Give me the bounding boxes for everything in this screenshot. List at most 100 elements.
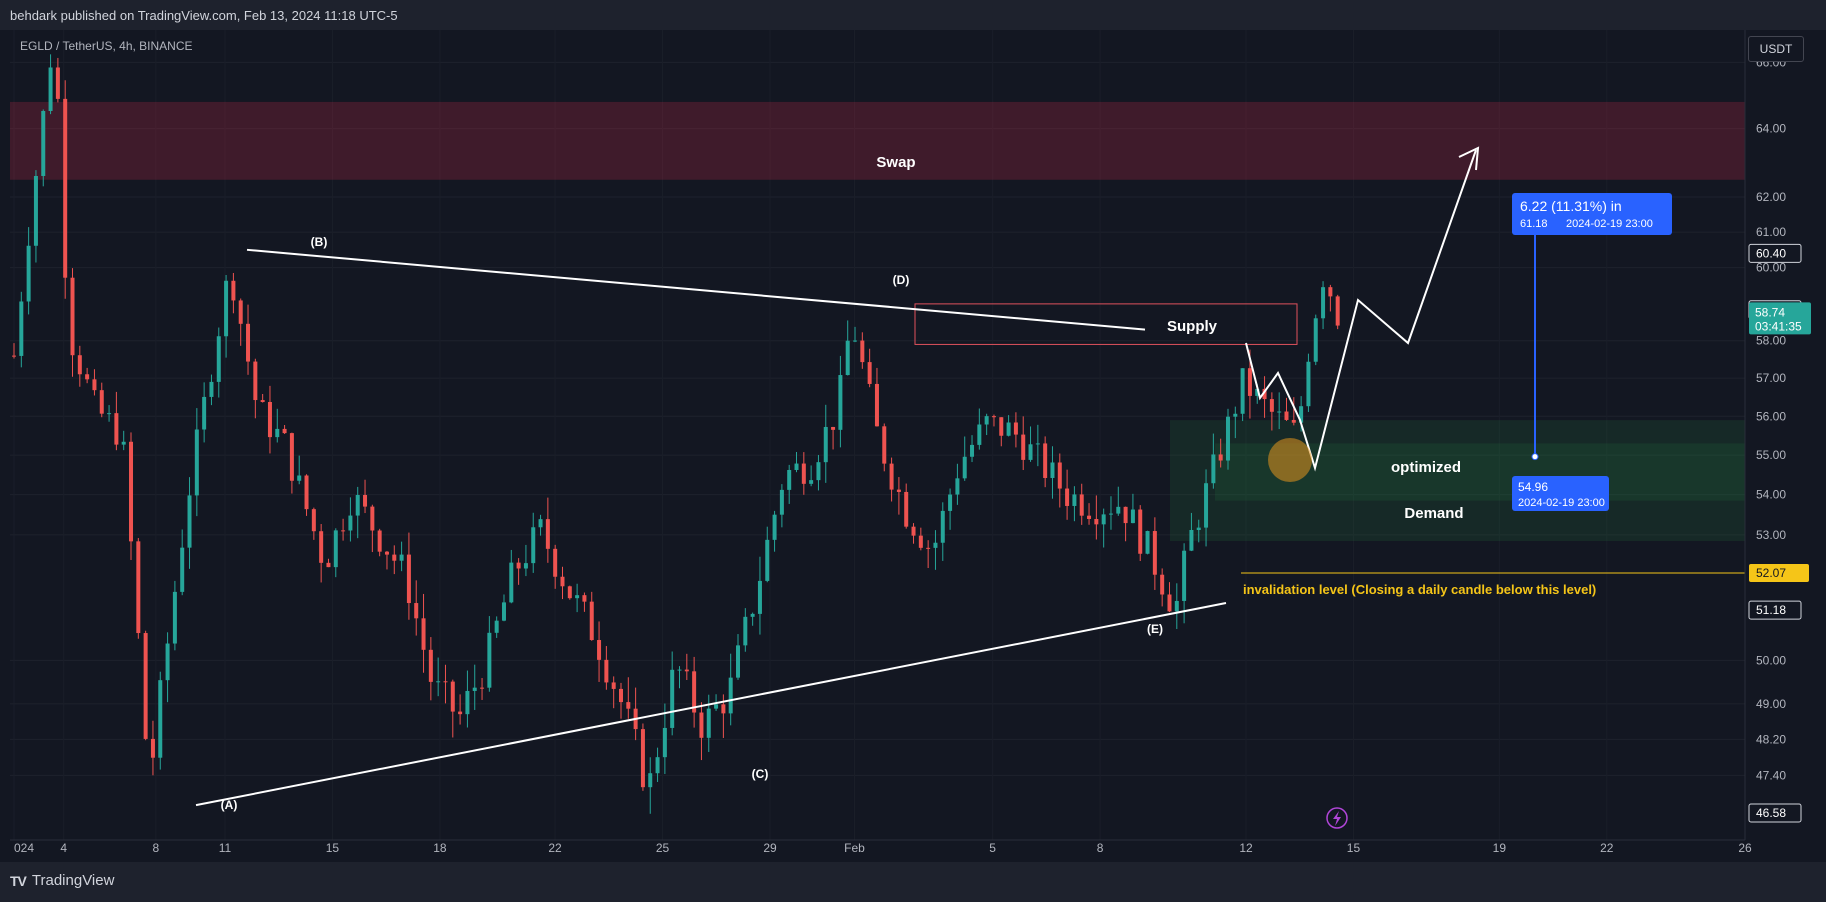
wave-label: (B) bbox=[311, 235, 328, 249]
candle-body bbox=[1306, 361, 1311, 407]
candle-body bbox=[107, 413, 112, 415]
candle-body bbox=[1240, 368, 1245, 414]
projection-arrowhead bbox=[1458, 146, 1480, 171]
zone-demand bbox=[1170, 420, 1745, 541]
footer-bar: TV TradingView bbox=[0, 862, 1826, 902]
candle-body bbox=[1152, 531, 1157, 575]
candle-body bbox=[962, 456, 967, 479]
candle-body bbox=[1138, 509, 1143, 554]
candle-body bbox=[246, 323, 251, 362]
x-tick-label: 26 bbox=[1738, 841, 1752, 855]
candle-body bbox=[1072, 494, 1077, 506]
candle-body bbox=[1123, 506, 1128, 524]
candle-body bbox=[92, 379, 97, 391]
countdown-timer: 03:41:35 bbox=[1755, 319, 1802, 333]
candle-body bbox=[706, 708, 711, 738]
candle-body bbox=[1160, 574, 1165, 595]
price-tag bbox=[1748, 803, 1802, 823]
candle-body bbox=[772, 514, 777, 540]
wave-label: (E) bbox=[1147, 622, 1163, 636]
candle-body bbox=[85, 374, 90, 380]
measure-top-sub: 61.18 bbox=[1520, 218, 1548, 230]
candle-body bbox=[970, 444, 975, 457]
candle-body bbox=[1065, 488, 1070, 506]
candle-body bbox=[392, 554, 397, 561]
candle-body bbox=[1182, 550, 1187, 601]
candle-body bbox=[648, 773, 653, 788]
wave-label: (D) bbox=[893, 273, 910, 287]
candle-body bbox=[12, 355, 16, 357]
candle-body bbox=[275, 428, 280, 438]
candle-body bbox=[1218, 454, 1223, 461]
price-tag bbox=[1748, 600, 1802, 620]
candle-body bbox=[765, 539, 770, 581]
candle-body bbox=[355, 494, 360, 516]
candle-body bbox=[626, 702, 631, 709]
candle-body bbox=[1262, 388, 1267, 400]
candle-body bbox=[348, 515, 353, 531]
lightning-icon-bolt bbox=[1333, 811, 1341, 826]
candle-body bbox=[582, 595, 587, 602]
symbol-label[interactable]: EGLD / TetherUS, 4h, BINANCE bbox=[20, 39, 193, 53]
candle-body bbox=[1108, 513, 1113, 515]
candle-body bbox=[172, 591, 177, 644]
x-tick-label: 29 bbox=[763, 841, 777, 855]
candle-body bbox=[267, 402, 272, 438]
candle-body bbox=[253, 361, 258, 401]
x-tick-label: 15 bbox=[1347, 841, 1361, 855]
candle-body bbox=[750, 613, 755, 617]
currency-button[interactable]: USDT bbox=[1748, 36, 1804, 62]
candle-body bbox=[560, 576, 565, 587]
candle-body bbox=[955, 478, 960, 495]
publisher-bar: behdark published on TradingView.com, Fe… bbox=[0, 0, 1826, 30]
candle-body bbox=[1028, 444, 1033, 460]
candle-body bbox=[363, 494, 368, 507]
candle-body bbox=[1225, 416, 1230, 461]
candle-body bbox=[121, 441, 126, 445]
candle-body bbox=[165, 643, 170, 681]
candle-body bbox=[597, 640, 602, 660]
candle-body bbox=[480, 687, 485, 689]
measure-bottom-box bbox=[1512, 476, 1609, 511]
candle-body bbox=[297, 475, 302, 481]
candle-body bbox=[553, 548, 558, 577]
price-tag-value: 52.07 bbox=[1756, 566, 1786, 580]
candle-body bbox=[1328, 287, 1333, 297]
candle-body bbox=[670, 669, 675, 728]
candle-body bbox=[531, 527, 536, 564]
candle-body bbox=[948, 494, 953, 511]
wave-label: (A) bbox=[221, 798, 238, 812]
candle-body bbox=[1174, 600, 1179, 612]
y-tick-label: 64.00 bbox=[1756, 122, 1786, 136]
tradingview-logo[interactable]: TV TradingView bbox=[10, 872, 114, 889]
candle-body bbox=[1196, 527, 1201, 530]
measure-top-date: 2024-02-19 23:00 bbox=[1566, 218, 1653, 230]
current-price-tag bbox=[1749, 302, 1811, 335]
candle-body bbox=[136, 541, 141, 634]
candle-body bbox=[1335, 296, 1340, 326]
candle-body bbox=[589, 601, 594, 641]
y-tick-label: 56.00 bbox=[1756, 409, 1786, 423]
candle-body bbox=[618, 688, 623, 703]
y-tick-label: 48.20 bbox=[1756, 732, 1786, 746]
candle-body bbox=[289, 433, 294, 481]
x-tick-label: Feb bbox=[844, 841, 865, 855]
candle-body bbox=[48, 67, 53, 111]
price-tag bbox=[1748, 243, 1802, 263]
candle-body bbox=[180, 547, 185, 592]
candle-body bbox=[538, 519, 543, 528]
candle-body bbox=[575, 595, 580, 599]
price-tag-value: 60.40 bbox=[1756, 246, 1786, 260]
candle-body bbox=[1101, 514, 1106, 525]
candle-body bbox=[202, 396, 207, 430]
candle-body bbox=[545, 519, 550, 549]
brand-text: TradingView bbox=[31, 872, 115, 889]
candle-body bbox=[114, 413, 119, 445]
candle-body bbox=[721, 704, 726, 714]
candle-body bbox=[918, 535, 923, 548]
lightning-icon[interactable] bbox=[1326, 807, 1348, 829]
zones-layer bbox=[10, 101, 1745, 541]
drawings-layer: Swap Supply Demand optimized (A) (B) (C) (D) (E)… bbox=[195, 146, 1745, 829]
candle-body bbox=[926, 547, 931, 549]
